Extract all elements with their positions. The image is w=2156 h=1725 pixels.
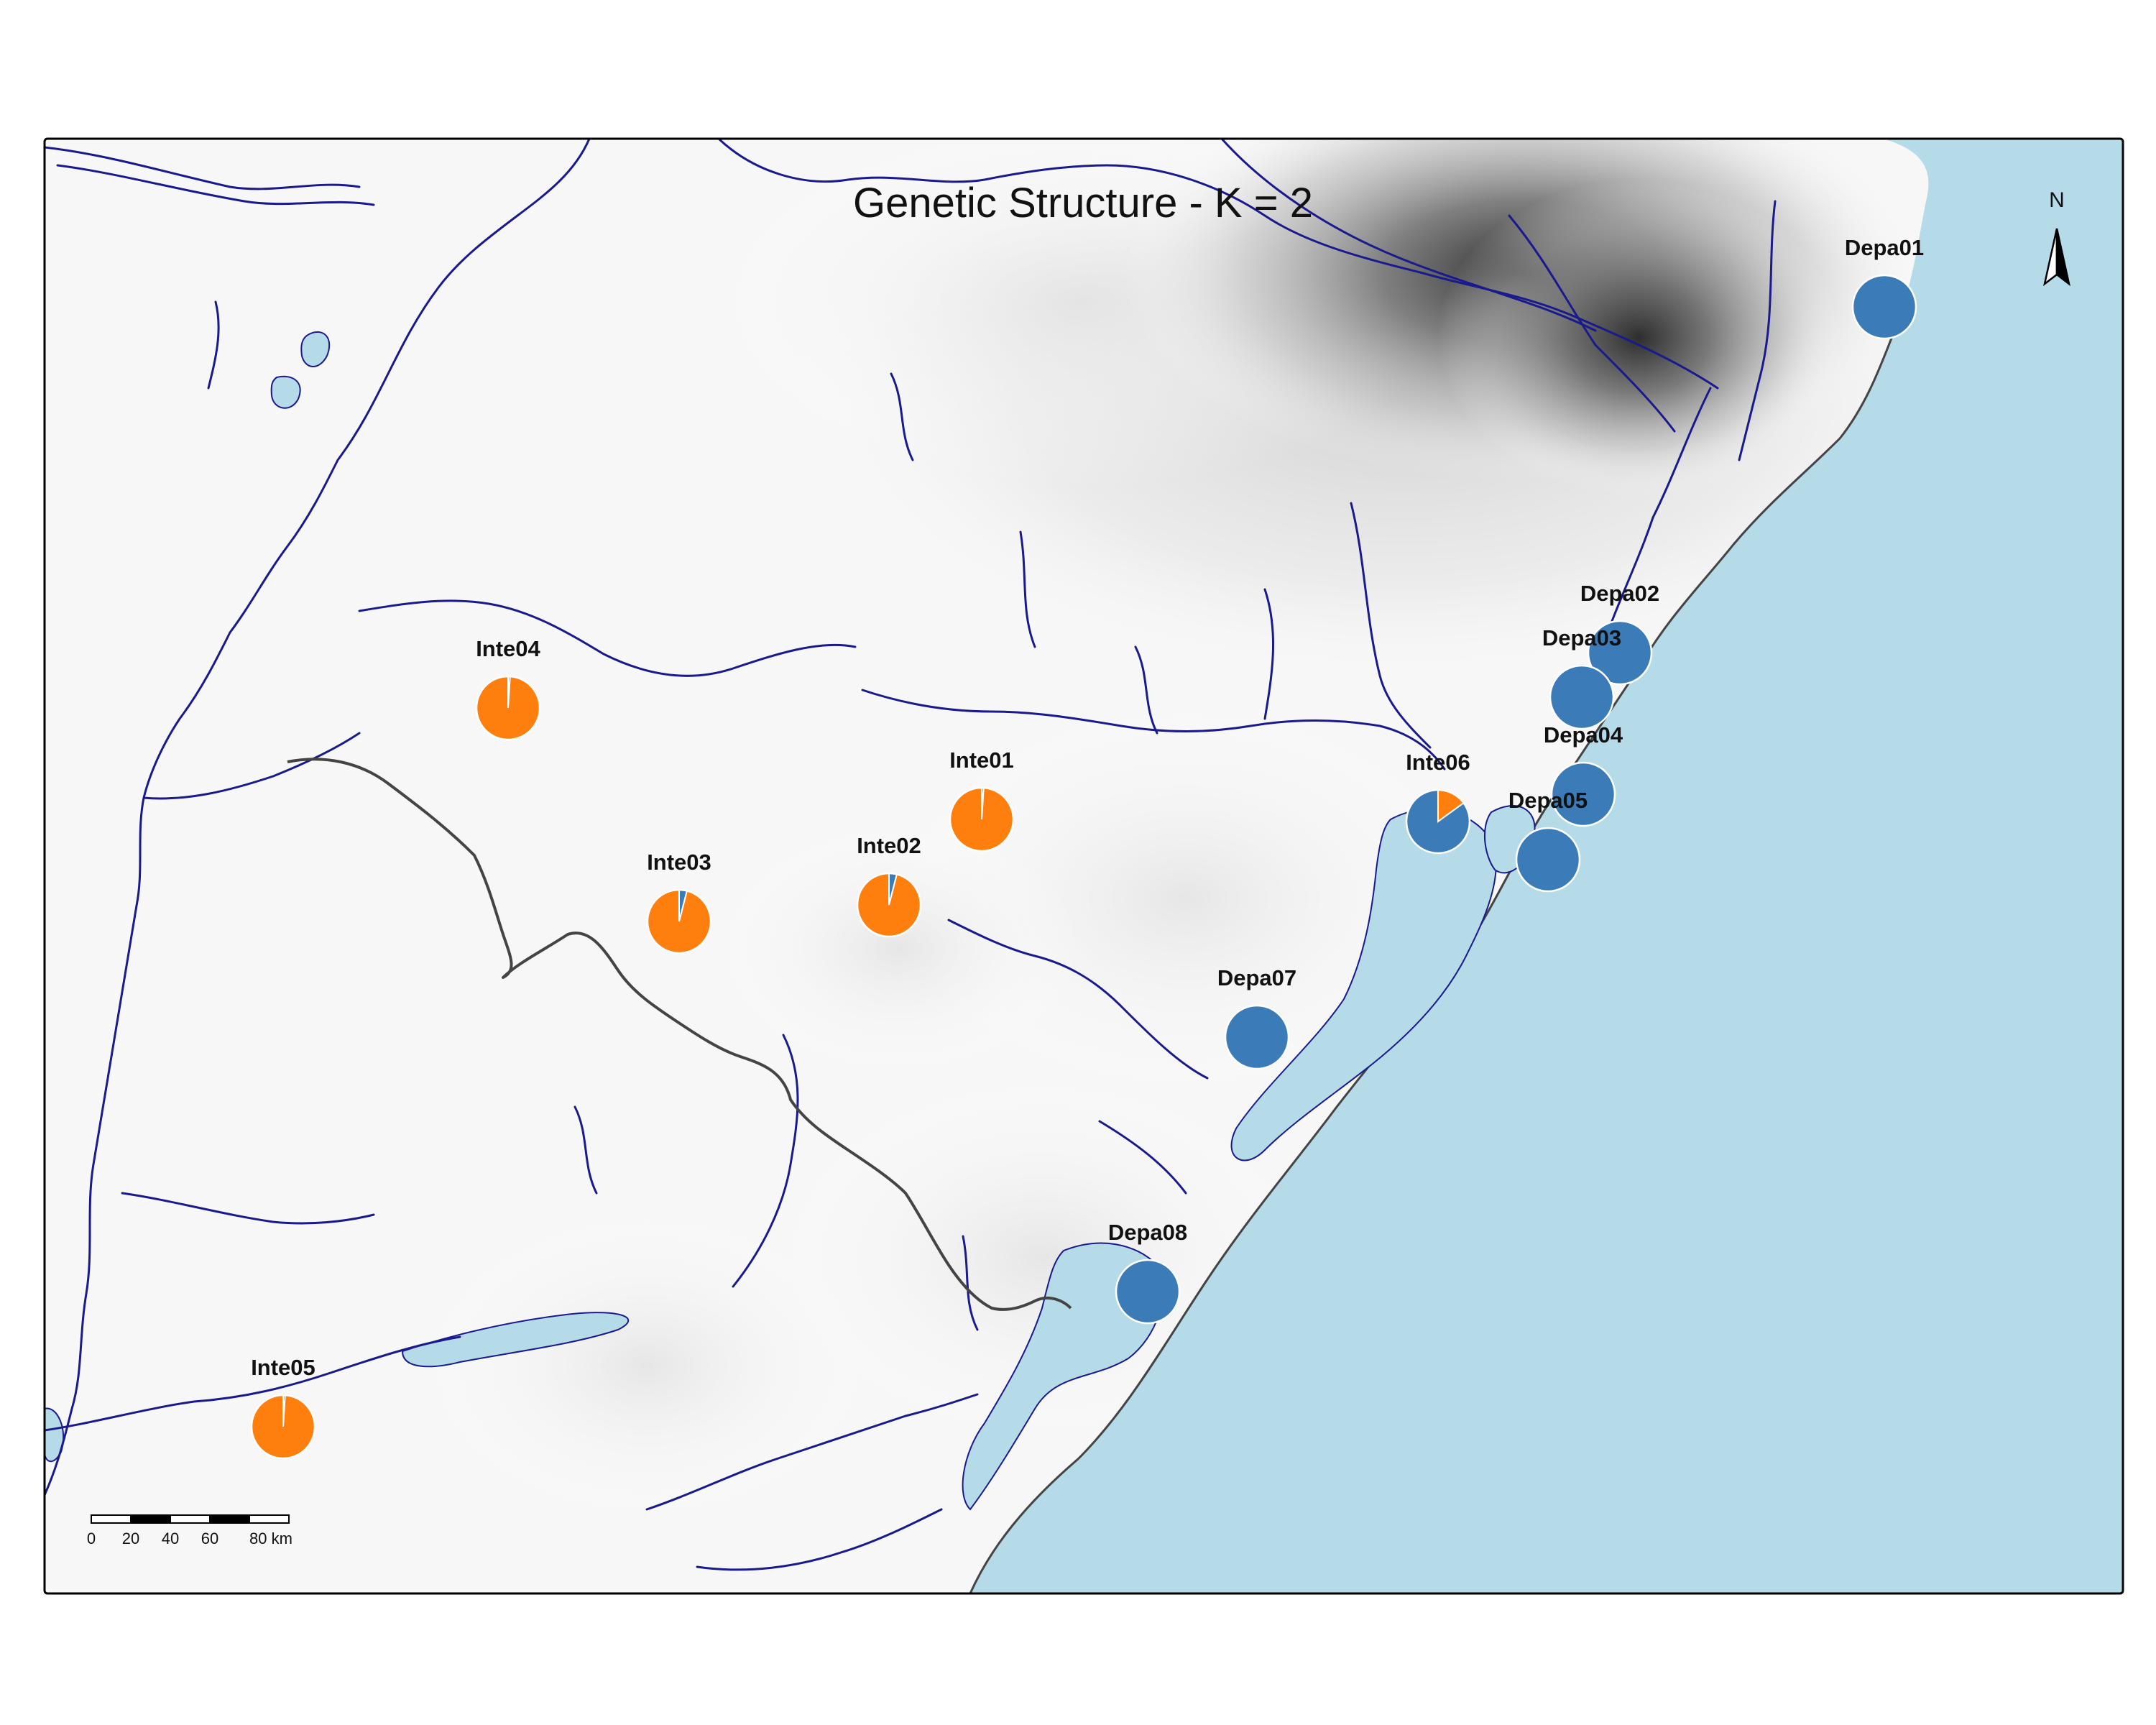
population-label: Inte01 xyxy=(949,748,1014,773)
river-tiny-4 xyxy=(962,1235,979,1331)
population-label: Inte05 xyxy=(251,1355,315,1380)
pie-outline xyxy=(1224,1004,1290,1070)
population-marker[interactable]: Depa01 xyxy=(1845,235,1924,340)
river-lower-south xyxy=(645,1393,979,1511)
lake-north-2 xyxy=(270,375,301,409)
population-pies: Depa01 Depa02 Depa03 Depa04 Depa05 Depa0… xyxy=(250,235,1924,1460)
population-label: Depa01 xyxy=(1845,235,1924,260)
river-tiny-2 xyxy=(1019,530,1036,648)
river-taquari xyxy=(1263,588,1275,720)
river-pelotas xyxy=(1098,1120,1187,1195)
pie-outline xyxy=(646,888,712,954)
river-jacui xyxy=(861,689,1446,770)
coastal-barrier-line xyxy=(969,323,1899,1593)
pie-outline xyxy=(1549,664,1615,730)
population-label: Depa04 xyxy=(1544,722,1623,748)
pie-outline xyxy=(475,675,541,741)
population-marker[interactable]: Depa04 xyxy=(1544,722,1623,827)
rivers xyxy=(45,139,1777,1571)
river-tiny-3 xyxy=(573,1105,598,1195)
pie-outline xyxy=(1550,761,1616,827)
pie-outline xyxy=(856,872,922,938)
population-label: Depa05 xyxy=(1508,788,1588,813)
river-ne-1 xyxy=(1601,387,1712,648)
river-jaguarao xyxy=(45,1335,461,1432)
pie-outline xyxy=(1851,274,1917,340)
map-frame xyxy=(43,137,2124,1595)
population-label: Depa03 xyxy=(1542,625,1621,650)
scale-tick-40: 40 xyxy=(162,1530,179,1547)
population-marker[interactable]: Inte02 xyxy=(856,833,922,938)
population-marker[interactable]: Depa02 xyxy=(1580,581,1659,686)
population-marker[interactable]: Inte03 xyxy=(646,850,712,954)
scale-bar: 0 20 40 60 80 km xyxy=(87,1514,292,1547)
scale-tick-20: 20 xyxy=(122,1530,139,1547)
river-ibicui xyxy=(358,599,857,677)
south-river-wetland xyxy=(401,1312,630,1368)
river-upper-2 xyxy=(1220,139,1597,332)
population-marker[interactable]: Inte04 xyxy=(475,636,541,741)
river-south-1 xyxy=(732,1034,799,1288)
population-label: Inte06 xyxy=(1406,750,1470,775)
lake-north-1 xyxy=(300,331,331,367)
river-tiny-6 xyxy=(207,300,220,390)
pie-outline xyxy=(1587,620,1653,686)
river-upper xyxy=(717,139,1719,390)
map-title: Genetic Structure - K = 2 xyxy=(853,180,1313,226)
scale-tick-0: 0 xyxy=(87,1530,96,1547)
map-frame-content xyxy=(45,139,2123,1593)
pie-outline xyxy=(949,786,1015,852)
river-north-2 xyxy=(56,164,375,206)
river-north-1 xyxy=(45,146,361,190)
population-marker[interactable]: Depa05 xyxy=(1508,788,1588,893)
river-west-mid xyxy=(142,732,361,800)
population-marker[interactable]: Inte01 xyxy=(949,748,1015,852)
river-bottom xyxy=(696,1508,943,1571)
river-south-2 xyxy=(121,1192,375,1225)
population-label: Depa02 xyxy=(1580,581,1659,606)
scale-tick-60: 60 xyxy=(201,1530,218,1547)
river-tiny-1 xyxy=(890,372,914,461)
scale-tick-80: 80 km xyxy=(249,1530,292,1547)
population-marker[interactable]: Inte05 xyxy=(250,1355,316,1460)
population-label: Inte02 xyxy=(857,833,921,858)
population-label: Depa08 xyxy=(1108,1220,1187,1245)
river-tiny-5 xyxy=(1134,645,1158,735)
pie-outline xyxy=(1515,827,1581,893)
pie-outline xyxy=(1115,1259,1181,1325)
population-marker[interactable]: Depa03 xyxy=(1542,625,1621,730)
population-marker[interactable]: Inte06 xyxy=(1405,750,1471,855)
state-border xyxy=(287,758,1072,1311)
river-cai xyxy=(1350,502,1432,749)
river-uruguay xyxy=(45,139,591,1496)
population-label: Inte04 xyxy=(476,636,540,661)
population-label: Inte03 xyxy=(647,850,711,875)
lagoon-large xyxy=(1230,809,1497,1162)
population-marker[interactable]: Depa07 xyxy=(1217,965,1296,1070)
north-label: N xyxy=(2049,188,2065,212)
pie-outline xyxy=(250,1394,316,1460)
river-ne-2 xyxy=(1738,200,1777,461)
north-arrow-icon: N xyxy=(2043,188,2070,287)
pie-outline xyxy=(1405,788,1471,855)
river-ne-3 xyxy=(1508,214,1676,433)
river-camaqua xyxy=(947,919,1209,1080)
population-marker[interactable]: Depa08 xyxy=(1108,1220,1187,1325)
population-label: Depa07 xyxy=(1217,965,1296,990)
